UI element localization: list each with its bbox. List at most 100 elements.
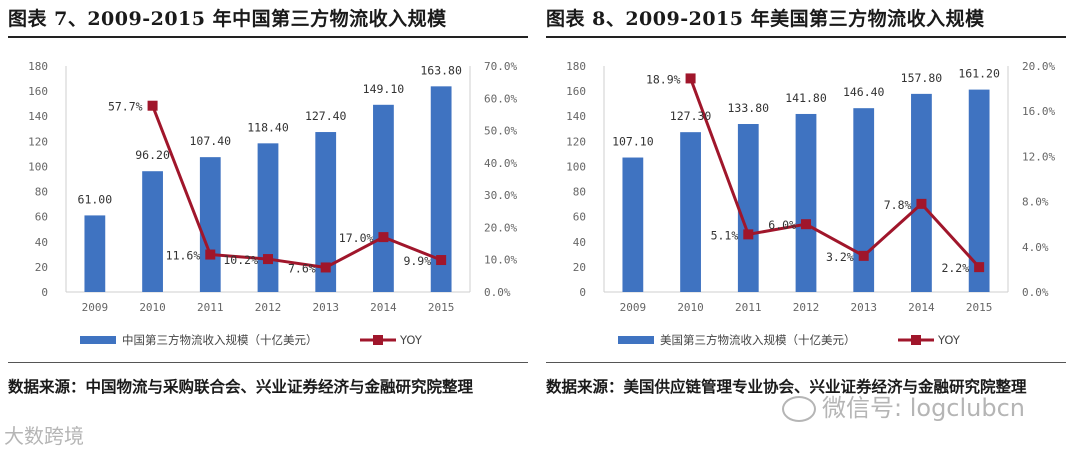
watermark-text: 大数跨境 xyxy=(4,424,84,448)
y-left-tick-label: 160 xyxy=(28,85,48,98)
y-left-tick-label: 160 xyxy=(566,85,586,98)
yoy-marker xyxy=(743,229,754,240)
y-right-tick-label: 60.0% xyxy=(484,92,517,105)
legend-line-label: YOY xyxy=(399,333,423,347)
yoy-marker xyxy=(801,219,811,230)
yoy-marker xyxy=(858,250,869,261)
bar-data-label: 96.20 xyxy=(135,148,170,162)
chart-area: 0 20 40 60 80 100 120 140 160 180 0.0% 4.0% 8.0% 12.0… xyxy=(546,44,1066,356)
bar xyxy=(430,86,452,292)
y-right-tick-label: 20.0% xyxy=(1022,60,1055,73)
bar xyxy=(795,113,817,292)
bar xyxy=(373,104,394,292)
yoy-data-label: 7.8% xyxy=(884,198,912,212)
yoy-data-label: 57.7% xyxy=(108,100,143,114)
title-rule xyxy=(8,36,528,38)
y-left-tick-label: 0 xyxy=(41,286,48,299)
yoy-data-label: 10.2% xyxy=(223,253,258,267)
y-left-tick-label: 40 xyxy=(35,236,48,249)
bar xyxy=(911,93,932,292)
bar-data-label: 157.80 xyxy=(901,71,943,85)
yoy-marker xyxy=(378,232,389,243)
yoy-data-label: 11.6% xyxy=(166,249,201,263)
wechat-watermark: 微信号: logclubcn xyxy=(782,388,1025,423)
legend-bar-label: 中国第三方物流收入规模（十亿美元） xyxy=(122,333,318,347)
yoy-data-label: 9.9% xyxy=(403,254,431,268)
yoy-data-label: 18.9% xyxy=(646,72,681,86)
y-right-tick-label: 0.0% xyxy=(1022,286,1049,299)
y-left-tick-label: 20 xyxy=(573,261,586,274)
y-right-tick-label: 40.0% xyxy=(484,157,517,170)
yoy-data-label: 6.0% xyxy=(768,218,796,232)
combo-chart-china: 0 20 40 60 80 100 120 140 160 180 0.0% 10.0% 20.0% 30… xyxy=(28,60,517,347)
y-left-tick-label: 140 xyxy=(28,110,48,123)
watermark-logo: 大数跨境 xyxy=(4,420,84,449)
legend-bar-swatch xyxy=(618,336,654,344)
yoy-marker xyxy=(974,262,985,273)
bar xyxy=(968,89,990,292)
y-left-tick-label: 180 xyxy=(566,60,586,73)
chart-title: 图表 7、2009-2015 年中国第三方物流收入规模 xyxy=(8,8,447,30)
legend-line-label: YOY xyxy=(937,333,961,347)
bar xyxy=(315,132,337,292)
x-tick-label: 2014 xyxy=(370,301,397,314)
data-source-note: 数据来源：美国供应链管理专业协会、兴业证券经济与金融研究院整理 xyxy=(546,377,1027,396)
source-rule xyxy=(546,362,1066,363)
x-tick-label: 2013 xyxy=(850,301,877,314)
y-right-tick-label: 12.0% xyxy=(1022,150,1055,163)
y-left-tick-label: 20 xyxy=(35,261,48,274)
bar-data-label: 127.40 xyxy=(305,109,347,123)
bar-data-label: 127.30 xyxy=(670,109,712,123)
combo-chart-usa: 0 20 40 60 80 100 120 140 160 180 0.0% 4.0% 8.0% 12.0… xyxy=(566,60,1055,347)
y-left-tick-label: 100 xyxy=(566,160,586,173)
y-right-tick-label: 0.0% xyxy=(484,286,511,299)
legend-line-marker xyxy=(911,335,921,345)
y-left-tick-label: 0 xyxy=(579,286,586,299)
source-rule xyxy=(8,362,528,363)
legend-bar-swatch xyxy=(80,336,116,344)
yoy-marker xyxy=(320,262,331,273)
chart-panel-china: 图表 7、2009-2015 年中国第三方物流收入规模 0 20 40 60 80 100… xyxy=(8,0,538,451)
yoy-marker xyxy=(205,249,216,260)
y-left-tick-label: 60 xyxy=(35,211,48,224)
yoy-data-label: 17.0% xyxy=(339,231,374,245)
x-tick-label: 2013 xyxy=(312,301,339,314)
yoy-data-label: 2.2% xyxy=(941,261,969,275)
yoy-data-label: 5.1% xyxy=(711,228,739,242)
yoy-data-label: 3.2% xyxy=(826,250,854,264)
y-left-tick-label: 120 xyxy=(566,135,586,148)
watermark-text: 微信号: logclubcn xyxy=(822,394,1026,422)
legend-bar-label: 美国第三方物流收入规模（十亿美元） xyxy=(660,333,856,347)
y-right-tick-label: 50.0% xyxy=(484,125,517,138)
legend-line-marker xyxy=(373,335,383,345)
x-tick-label: 2010 xyxy=(139,301,166,314)
bar-data-label: 118.40 xyxy=(247,120,289,134)
bar xyxy=(680,132,701,292)
bar-data-label: 141.80 xyxy=(785,91,827,105)
y-left-tick-label: 60 xyxy=(573,211,586,224)
x-tick-label: 2015 xyxy=(428,301,455,314)
wechat-icon xyxy=(782,396,816,422)
bar xyxy=(622,157,644,292)
yoy-marker xyxy=(147,100,158,111)
x-tick-label: 2009 xyxy=(82,301,109,314)
bar xyxy=(853,108,875,292)
y-right-tick-label: 20.0% xyxy=(484,221,517,234)
y-right-tick-label: 30.0% xyxy=(484,189,517,202)
bar-data-label: 133.80 xyxy=(728,101,770,115)
y-left-tick-label: 120 xyxy=(28,135,48,148)
x-tick-label: 2012 xyxy=(255,301,282,314)
y-left-tick-label: 80 xyxy=(573,186,586,199)
x-tick-label: 2011 xyxy=(197,301,224,314)
data-source-note: 数据来源：中国物流与采购联合会、兴业证券经济与金融研究院整理 xyxy=(8,377,474,396)
bar xyxy=(737,124,759,292)
x-tick-label: 2010 xyxy=(677,301,704,314)
yoy-marker xyxy=(436,255,447,266)
x-tick-label: 2012 xyxy=(793,301,820,314)
x-tick-label: 2015 xyxy=(966,301,993,314)
title-rule xyxy=(546,36,1066,38)
yoy-line xyxy=(151,105,442,269)
yoy-data-label: 7.6% xyxy=(288,261,316,275)
bar xyxy=(84,215,106,292)
x-tick-label: 2014 xyxy=(908,301,935,314)
